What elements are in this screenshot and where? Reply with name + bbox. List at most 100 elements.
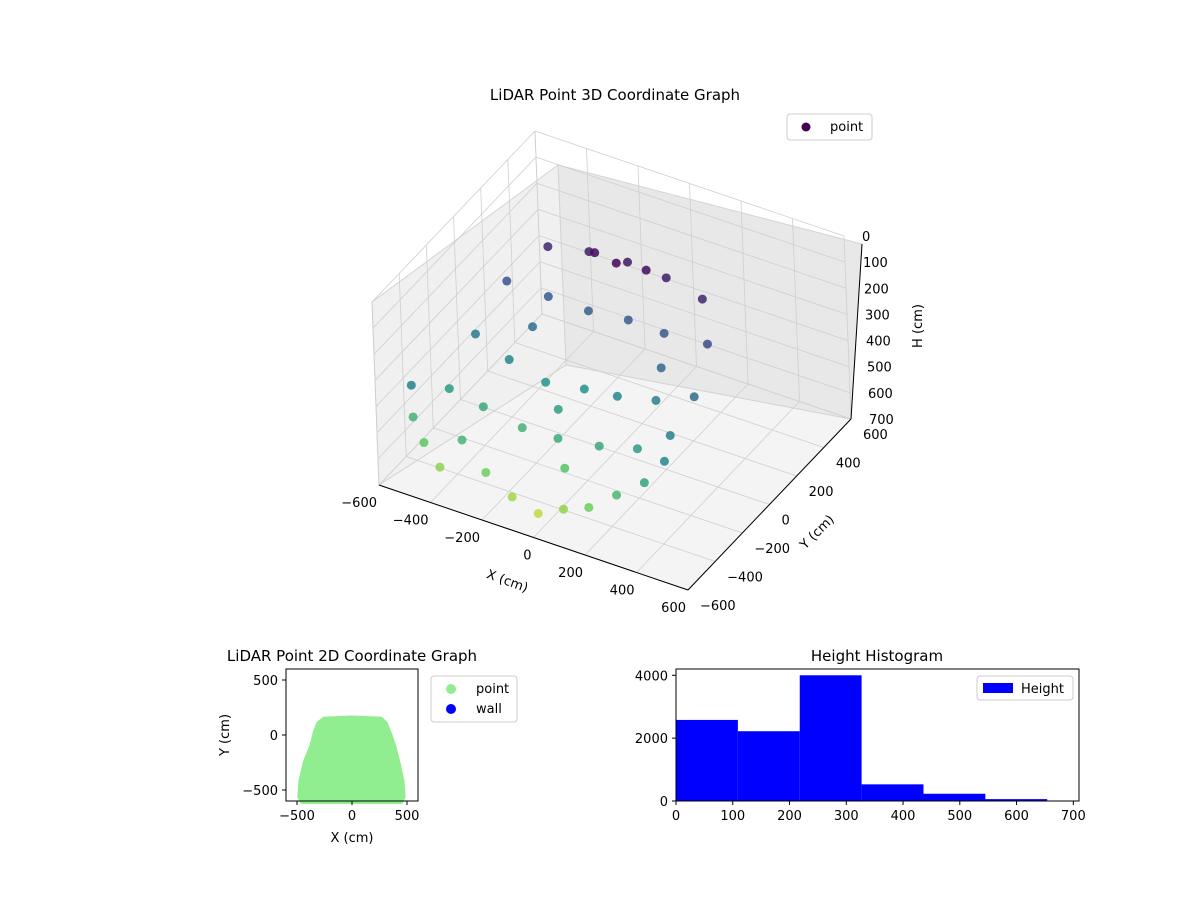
scatter-3d-point <box>528 322 538 332</box>
scatter-3d-point <box>543 292 553 302</box>
histogram-bar <box>799 675 862 801</box>
scatter-3d-point <box>558 504 568 514</box>
grid-line-back-x <box>586 148 594 332</box>
scatter-3d-point <box>697 294 707 304</box>
x-tick-label-3d: 600 <box>661 601 686 616</box>
grid-line-left-y <box>480 187 489 372</box>
x-tick-label-hist: 500 <box>947 809 972 824</box>
grid-line-left-y <box>534 130 543 315</box>
z-tick-label-3d: 500 <box>867 361 892 376</box>
legend-3d-box <box>786 113 873 141</box>
grid-line-floor-y <box>514 342 824 448</box>
legend-hist: Height <box>976 675 1074 701</box>
scatter-3d-point <box>553 404 563 414</box>
grid-line-left-h <box>376 261 541 433</box>
grid-line-left-y <box>425 244 434 429</box>
y-tick-label-3d: 600 <box>863 428 888 443</box>
y-tick-label-3d: −200 <box>754 542 790 557</box>
grid-line-left-h <box>372 156 537 329</box>
x-tick-label-3d: −400 <box>393 514 429 529</box>
legend-2d: point wall <box>430 675 518 723</box>
scatter-3d-points <box>406 242 712 518</box>
z-axis-line <box>850 243 863 420</box>
grid-line-left-y <box>453 216 461 400</box>
scatter-3d-point <box>689 392 699 402</box>
y-tick-label-3d: 200 <box>809 485 834 500</box>
y-tick-label-3d: 400 <box>836 457 861 472</box>
grid-line-back-h <box>537 209 848 315</box>
scatter-3d-point <box>478 402 488 412</box>
y-tick-label-hist: 0 <box>660 795 668 810</box>
x-tick-labels-3d: −600 −400 −200 0 200 400 600 <box>341 496 686 616</box>
legend-3d: point <box>786 113 873 141</box>
z-tick-label-3d: 100 <box>863 256 888 271</box>
legend-2d-marker-wall <box>446 704 456 714</box>
scatter-3d-point <box>612 391 622 401</box>
scatter-3d-point <box>623 257 633 267</box>
scatter-3d-point <box>543 242 553 252</box>
x-tick-label-3d: 400 <box>610 584 635 599</box>
scatter-3d-point <box>651 395 661 405</box>
histogram-bar <box>985 799 1048 801</box>
y-tick-label-3d: −600 <box>700 599 736 614</box>
scatter-3d-point <box>632 444 642 454</box>
scatter-3d-point <box>659 456 669 466</box>
scatter-3d-point <box>481 467 491 477</box>
z-tick-labels-3d: 0 100 200 300 400 500 600 700 <box>862 230 894 428</box>
histogram-title: Height Histogram <box>811 647 943 665</box>
scatter-3d-point <box>444 384 454 394</box>
grid-line-left-y <box>507 159 516 343</box>
scatter-3d-point <box>507 492 517 502</box>
grid-line-back-x <box>689 183 697 367</box>
grid-line-back-h <box>534 130 845 237</box>
grid-line-back-h <box>539 261 850 368</box>
plot-frame-hist <box>675 668 1080 802</box>
scatter-3d-point <box>665 430 675 440</box>
legend-2d-marker-point <box>446 684 456 694</box>
scatter-3d-point <box>661 273 671 283</box>
grid-line-left-h <box>373 183 538 355</box>
z-tick-label-3d: 600 <box>868 387 893 402</box>
x-tick-label-hist: 100 <box>720 809 745 824</box>
grid-line-left-h <box>375 235 540 407</box>
legend-3d-marker-point <box>801 122 811 132</box>
legend-hist-swatch <box>983 683 1013 693</box>
x-axis-label-2d: X (cm) <box>331 831 374 846</box>
chart-3d: LiDAR Point 3D Coordinate Graph −600 −400… <box>341 86 926 616</box>
y-axis-line <box>687 418 852 591</box>
x-tick-label-3d: −600 <box>341 496 377 511</box>
scatter-3d-point <box>435 462 445 472</box>
x-tick-label-hist: 600 <box>1004 809 1029 824</box>
ticks-2d: −500 0 500 500 0 −500 <box>242 674 419 824</box>
x-tick-label-2d: 0 <box>348 809 356 824</box>
y-tick-label-2d: 500 <box>253 674 278 689</box>
legend-2d-label-wall: wall <box>476 702 502 717</box>
grid-line-left-h <box>371 130 536 303</box>
chart-2d-title: LiDAR Point 2D Coordinate Graph <box>227 647 477 665</box>
y-tick-label-2d: 0 <box>270 729 278 744</box>
scatter-3d-point <box>584 502 594 512</box>
grid-line-back-h <box>536 182 847 289</box>
scatter-3d-point <box>641 265 651 275</box>
scatter-3d-point <box>502 276 512 286</box>
z-tick-label-3d: 200 <box>864 282 889 297</box>
x-tick-label-hist: 300 <box>834 809 859 824</box>
scatter-3d-point <box>590 248 600 258</box>
scatter-3d-point <box>533 509 543 518</box>
legend-hist-label: Height <box>1021 682 1064 697</box>
grid-line-back-x <box>740 200 749 385</box>
histogram-bar <box>676 719 738 801</box>
scatter-3d-point <box>656 363 666 373</box>
legend-hist-box <box>976 675 1074 701</box>
grid-line-back-h <box>540 287 851 394</box>
scatter-3d-point <box>579 384 589 394</box>
x-tick-label-3d: 0 <box>523 549 531 564</box>
grid-line-left-h <box>374 209 539 381</box>
grid-line-left-h <box>378 313 543 486</box>
scatter-3d-point <box>419 438 429 448</box>
scatter-3d-point <box>659 328 669 338</box>
scatter-3d-point <box>408 412 418 422</box>
scatter-3d-point <box>553 433 563 443</box>
scatter-3d-point <box>541 377 551 387</box>
